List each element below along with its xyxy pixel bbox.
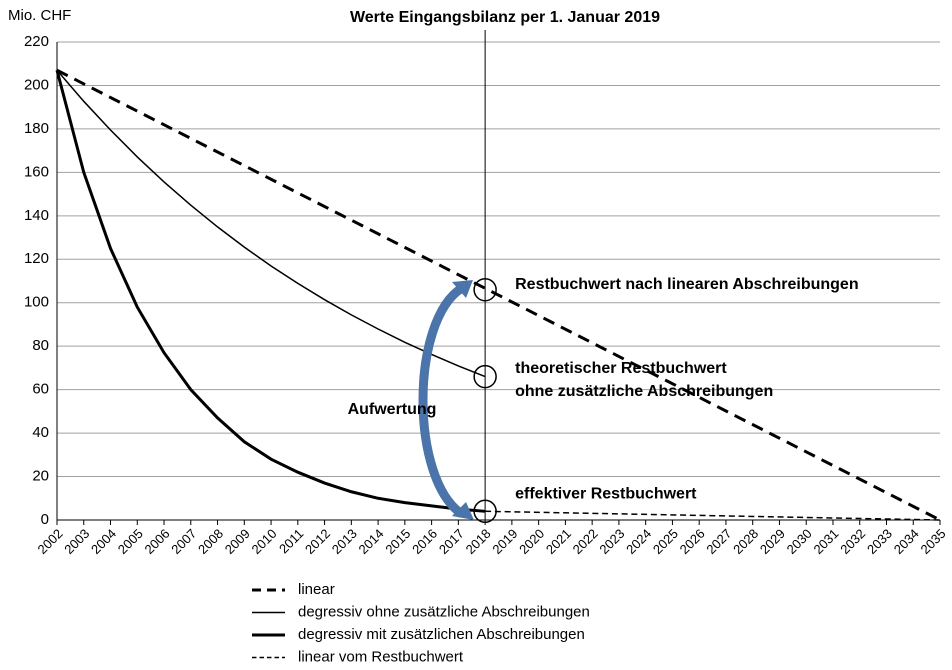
x-tick-label: 2025 bbox=[650, 526, 681, 557]
annotation: effektiver Restbuchwert bbox=[515, 486, 697, 503]
x-tick-label: 2021 bbox=[543, 526, 574, 557]
y-tick-label: 140 bbox=[24, 207, 49, 224]
annotation: Restbuchwert nach linearen Abschreibunge… bbox=[515, 276, 858, 293]
series-line bbox=[55, 69, 486, 513]
x-tick-label: 2003 bbox=[61, 526, 92, 557]
marker-circle bbox=[473, 277, 497, 302]
x-tick-label: 2018 bbox=[463, 526, 494, 557]
y-tick-label: 220 bbox=[24, 33, 49, 50]
y-tick-label: 160 bbox=[24, 163, 49, 180]
x-tick-label: 2026 bbox=[677, 526, 708, 557]
series-line bbox=[56, 68, 941, 522]
y-tick-label: 0 bbox=[41, 511, 49, 528]
x-tick-label: 2016 bbox=[409, 526, 440, 557]
marker-circle bbox=[473, 364, 497, 389]
x-tick-label: 2033 bbox=[864, 526, 895, 557]
marker-circle bbox=[473, 499, 497, 524]
y-tick-label: 200 bbox=[24, 76, 49, 93]
x-tick-label: 2031 bbox=[810, 526, 841, 557]
x-tick-label: 2020 bbox=[516, 526, 547, 557]
series-line bbox=[56, 69, 486, 378]
x-tick-label: 2009 bbox=[222, 526, 253, 557]
arrow-label: Aufwertung bbox=[348, 401, 437, 418]
legend-label: linear vom Restbuchwert bbox=[298, 648, 464, 665]
y-tick-label: 80 bbox=[32, 337, 49, 354]
arrow bbox=[418, 280, 474, 520]
x-tick-label: 2006 bbox=[142, 526, 173, 557]
x-tick-label: 2013 bbox=[329, 526, 360, 557]
legend-label: degressiv ohne zusätzliche Abschreibunge… bbox=[298, 603, 590, 620]
y-tick-label: 20 bbox=[32, 468, 49, 485]
legend-label: degressiv mit zusätzlichen Abschreibunge… bbox=[298, 626, 585, 643]
x-tick-label: 2034 bbox=[891, 526, 922, 557]
arrow-body bbox=[418, 284, 465, 518]
x-tick-label: 2022 bbox=[570, 526, 601, 557]
x-tick-label: 2014 bbox=[356, 526, 387, 557]
legend-label: linear bbox=[298, 581, 335, 598]
x-tick-label: 2023 bbox=[596, 526, 627, 557]
x-tick-label: 2012 bbox=[302, 526, 333, 557]
x-tick-label: 2024 bbox=[623, 526, 654, 557]
x-tick-label: 2029 bbox=[757, 526, 788, 557]
y-tick-label: 180 bbox=[24, 120, 49, 137]
plot bbox=[55, 30, 941, 524]
y-tick-label: 40 bbox=[32, 424, 49, 441]
x-tick-label: 2028 bbox=[730, 526, 761, 557]
x-tick-label: 2007 bbox=[168, 526, 199, 557]
x-tick-label: 2004 bbox=[88, 526, 119, 557]
arrow-head bbox=[452, 280, 473, 298]
x-tick-label: 2030 bbox=[784, 526, 815, 557]
x-tick-label: 2008 bbox=[195, 526, 226, 557]
grid: 0204060801001201401601802002202002200320… bbox=[24, 33, 949, 557]
arrow-head bbox=[452, 502, 474, 520]
x-tick-label: 2015 bbox=[382, 526, 413, 557]
series-line bbox=[485, 510, 941, 521]
x-tick-label: 2011 bbox=[276, 526, 306, 556]
x-tick-label: 2027 bbox=[703, 526, 734, 557]
y-tick-label: 60 bbox=[32, 381, 49, 398]
x-tick-label: 2002 bbox=[34, 526, 65, 557]
y-tick-label: 100 bbox=[24, 294, 49, 311]
x-tick-label: 2017 bbox=[436, 526, 467, 557]
annotation: ohne zusätzliche Abschreibungen bbox=[515, 383, 773, 400]
chart-title: Werte Eingangsbilanz per 1. Januar 2019 bbox=[350, 9, 660, 26]
x-tick-label: 2019 bbox=[489, 526, 520, 557]
y-axis-label: Mio. CHF bbox=[8, 7, 71, 24]
y-tick-label: 120 bbox=[24, 250, 49, 267]
x-tick-label: 2032 bbox=[837, 526, 868, 557]
x-tick-label: 2005 bbox=[115, 526, 146, 557]
annotation: theoretischer Restbuchwert bbox=[515, 360, 727, 377]
x-tick-label: 2035 bbox=[917, 526, 948, 557]
x-tick-label: 2010 bbox=[249, 526, 280, 557]
